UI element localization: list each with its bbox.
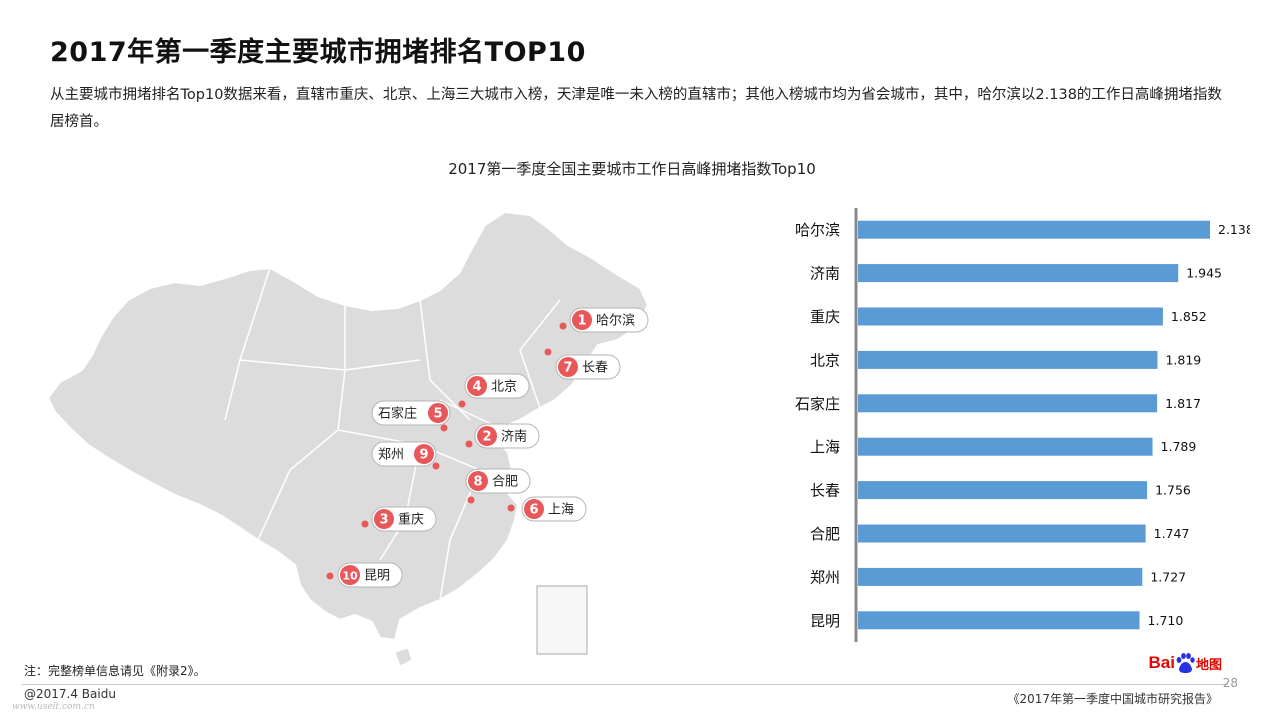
south-china-sea-inset (536, 585, 588, 655)
bar (858, 611, 1140, 630)
city-name-label: 长春 (582, 361, 608, 376)
rank-badge (428, 403, 448, 423)
city-name-label: 郑州 (378, 448, 404, 463)
bar-category-label: 济南 (810, 265, 840, 283)
rank-badge (468, 471, 488, 491)
bar-value-label: 1.817 (1165, 396, 1201, 411)
rank-badge (374, 509, 394, 529)
bar (858, 567, 1143, 586)
rank-badge (572, 310, 592, 330)
rank-number: 9 (419, 448, 428, 463)
city-dot (432, 462, 440, 470)
copyright-text: @2017.4 Baidu (24, 687, 116, 701)
bar (858, 524, 1146, 543)
bar-value-label: 1.852 (1171, 309, 1207, 324)
paw-icon (1176, 653, 1195, 673)
city-dot (440, 424, 448, 432)
hainan-island (394, 647, 413, 667)
footnote: 注：完整榜单信息请见《附录2》。 (24, 664, 206, 678)
rank-badge (414, 444, 434, 464)
baidu-map-logo: Bai 地图 (1149, 650, 1222, 676)
intro-paragraph: 从主要城市拥堵排名Top10数据来看，直辖市重庆、北京、上海三大城市入榜，天津是… (50, 87, 1222, 130)
rank-number: 5 (433, 407, 442, 422)
bar-category-label: 北京 (810, 351, 840, 369)
logo-text-bai: Bai (1148, 653, 1175, 672)
bar (858, 394, 1158, 413)
bar-value-label: 1.945 (1186, 266, 1222, 281)
bar-value-label: 1.747 (1154, 526, 1190, 541)
rank-number: 1 (577, 314, 586, 329)
footer-divider (22, 684, 1228, 685)
city-name-label: 哈尔滨 (596, 313, 635, 329)
city-name-label: 重庆 (398, 512, 424, 528)
rank-number: 4 (472, 380, 481, 395)
bar-value-label: 2.138 (1218, 222, 1250, 237)
city-name-label: 北京 (491, 380, 517, 395)
logo-text-map: 地图 (1195, 657, 1222, 673)
bar (858, 350, 1158, 369)
city-dot (559, 322, 567, 330)
bar-category-label: 昆明 (810, 612, 840, 630)
china-map: 1 哈尔滨 7 长春 4 北京 5 石家庄 2 济南 9 郑州 8 合肥 6 上海 3 重庆 10 昆明 (46, 210, 650, 667)
chart-title: 2017第一季度全国主要城市工作日高峰拥堵指数Top10 (448, 160, 816, 178)
watermark: www.useit.com.cn (12, 702, 95, 712)
rank-number: 6 (529, 503, 538, 518)
bar-value-label: 1.819 (1165, 352, 1201, 367)
report-name: 《2017年第一季度中国城市研究报告》 (1007, 692, 1218, 706)
rank-number: 8 (473, 475, 482, 490)
rank-number: 2 (482, 430, 491, 445)
bar-category-label: 重庆 (810, 308, 840, 326)
bar-value-label: 1.710 (1148, 613, 1184, 628)
rank-badge (467, 376, 487, 396)
city-name-label: 昆明 (364, 569, 390, 584)
rank-number: 3 (379, 513, 388, 528)
rank-badge (477, 426, 497, 446)
bar (858, 437, 1153, 456)
bar-category-label: 石家庄 (795, 395, 840, 413)
city-name-label: 合肥 (492, 475, 518, 490)
city-name-label: 上海 (548, 503, 574, 518)
city-dot (465, 440, 473, 448)
city-name-label: 石家庄 (378, 406, 417, 422)
bar (858, 481, 1148, 500)
bar-value-label: 1.756 (1155, 483, 1191, 498)
bar-value-label: 1.727 (1150, 569, 1186, 584)
bar (858, 220, 1210, 239)
city-dot (544, 348, 552, 356)
city-dot (467, 496, 475, 504)
bar-category-label: 上海 (810, 438, 840, 456)
bar-category-label: 哈尔滨 (795, 221, 840, 239)
bar-chart: 哈尔滨 2.138 济南 1.945 重庆 1.852 北京 1.819 石家庄 1.817 上海 1… (795, 208, 1250, 642)
bar-category-label: 合肥 (810, 525, 840, 543)
bar-value-label: 1.789 (1161, 439, 1197, 454)
city-dot (507, 504, 515, 512)
rank-badge (340, 565, 360, 585)
city-dot (326, 572, 334, 580)
bar (858, 264, 1179, 283)
rank-badge (558, 357, 578, 377)
rank-number: 7 (563, 361, 572, 376)
bar-category-label: 郑州 (810, 568, 840, 586)
page-number: 28 (1222, 676, 1238, 690)
city-dot (458, 400, 466, 408)
page-title: 2017年第一季度主要城市拥堵排名TOP10 (50, 37, 586, 68)
bar (858, 307, 1163, 326)
city-dot (361, 520, 369, 528)
rank-number: 10 (342, 570, 358, 583)
rank-badge (524, 499, 544, 519)
bar-category-label: 长春 (810, 482, 840, 500)
city-name-label: 济南 (501, 429, 527, 445)
